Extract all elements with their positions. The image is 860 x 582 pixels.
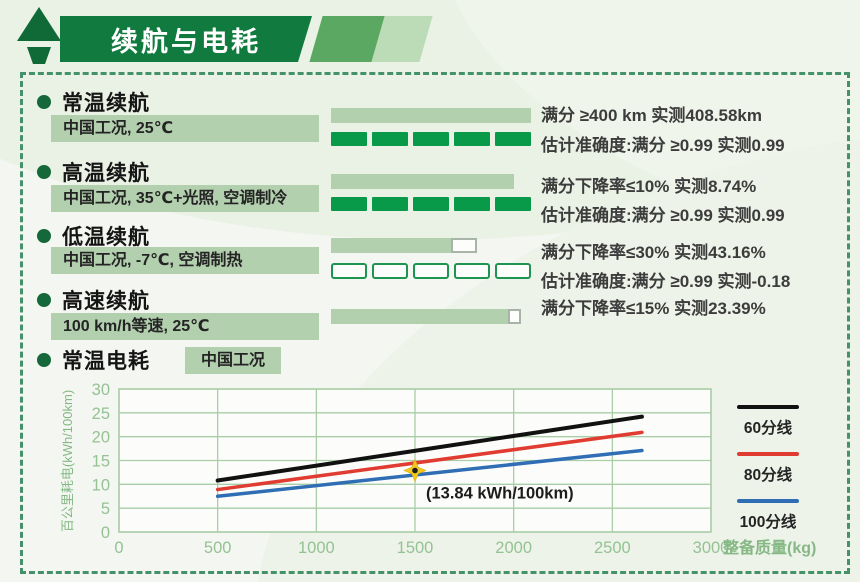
segment-block — [454, 263, 490, 279]
section-title: 低温续航 — [62, 226, 150, 249]
accuracy-segment-bar — [331, 132, 531, 146]
segment-block — [413, 197, 449, 211]
y-tick-label: 30 — [92, 381, 110, 399]
bar-fill — [331, 309, 508, 324]
segment-block — [413, 263, 449, 279]
accuracy-segment-bar — [331, 263, 531, 279]
bullet-icon — [37, 293, 51, 307]
segment-block — [331, 197, 367, 211]
segment-block — [331, 263, 367, 279]
plot-border — [118, 388, 712, 533]
x-tick-label: 500 — [204, 539, 232, 557]
page-title-banner: 续航与电耗 — [60, 16, 312, 62]
section-title: 高温续航 — [62, 162, 150, 185]
section-title: 常温电耗 — [62, 350, 150, 373]
y-tick-label: 20 — [92, 429, 110, 447]
bullet-icon — [37, 165, 51, 179]
section-condition: 中国工况, -7℃, 空调制热 — [51, 247, 319, 274]
segment-block — [372, 197, 408, 211]
x-axis-label: 整备质量(kg) — [722, 538, 816, 557]
segment-block — [372, 132, 408, 146]
segment-block — [495, 263, 531, 279]
section-condition: 中国工况, 35℃+光照, 空调制冷 — [51, 185, 319, 212]
section-title: 常温续航 — [62, 92, 150, 115]
section-highspeed-range: 高速续航 — [37, 285, 150, 315]
y-tick-label: 15 — [92, 453, 110, 471]
series-line-60分线 — [215, 414, 644, 483]
chart-canvas: 0 500 1000 1500 2000 2500 3000 0 5 10 15 20 25 30 (13.… — [60, 381, 816, 557]
series-line-80分线 — [215, 430, 644, 492]
legend-item: 80分线 — [725, 452, 811, 485]
range-score-bar — [331, 108, 531, 123]
score-text: 满分下降率≤15% 实测23.39% — [541, 299, 766, 318]
accuracy-text: 估计准确度:满分 ≥0.99 实测0.99 — [541, 206, 785, 225]
series-line-100分线 — [215, 448, 644, 498]
section-condition: 100 km/h等速, 25℃ — [51, 313, 319, 340]
bar-fill — [331, 108, 531, 123]
section-condition: 中国工况 — [185, 347, 282, 374]
legend-line-swatch — [737, 499, 799, 503]
consumption-chart: 0 500 1000 1500 2000 2500 3000 0 5 10 15 20 25 30 (13.… — [57, 371, 857, 573]
legend-line-swatch — [737, 452, 799, 456]
page-title: 续航与电耗 — [111, 26, 261, 57]
section-normal-range: 常温续航 — [37, 87, 150, 117]
accuracy-segment-bar — [331, 197, 531, 211]
section-hot-range: 高温续航 — [37, 157, 150, 187]
up-arrow-icon — [16, 6, 62, 73]
range-score-bar — [331, 174, 514, 189]
segment-block — [454, 197, 490, 211]
segment-block — [372, 263, 408, 279]
x-tick-label: 2000 — [495, 539, 532, 557]
bullet-icon — [37, 229, 51, 243]
content-panel: 常温续航 中国工况, 25℃ 满分 ≥400 km 实测408.58km 估计准… — [20, 72, 850, 574]
chart-annotation: (13.84 kWh/100km) — [426, 485, 574, 503]
y-axis-label: 百公里耗电(kWh/100km) — [60, 390, 75, 532]
bullet-icon — [37, 353, 51, 367]
y-tick-label: 0 — [101, 524, 110, 542]
header-accent-stripe — [309, 16, 385, 62]
chart-legend: 60分线 80分线 100分线 — [725, 405, 811, 546]
segment-block — [495, 132, 531, 146]
legend-label: 100分线 — [739, 514, 797, 531]
legend-item: 100分线 — [725, 499, 811, 532]
score-text: 满分下降率≤10% 实测8.74% — [541, 177, 757, 196]
segment-block — [413, 132, 449, 146]
section-title: 高速续航 — [62, 290, 150, 313]
x-tick-label: 1500 — [397, 539, 434, 557]
legend-item: 60分线 — [725, 405, 811, 438]
section-cold-range: 低温续航 — [37, 221, 150, 251]
legend-label: 80分线 — [743, 467, 793, 484]
x-tick-label: 0 — [114, 539, 123, 557]
range-score-bar — [331, 309, 521, 324]
marker-center-dot — [412, 467, 418, 474]
legend-label: 60分线 — [743, 420, 793, 437]
segment-block — [495, 197, 531, 211]
bar-fill — [331, 238, 451, 253]
score-text: 满分 ≥400 km 实测408.58km — [541, 106, 762, 125]
segment-block — [331, 132, 367, 146]
x-tick-label: 1000 — [298, 539, 335, 557]
segment-block — [454, 132, 490, 146]
y-tick-label: 25 — [92, 405, 110, 423]
bar-fill — [331, 174, 514, 189]
accuracy-text: 估计准确度:满分 ≥0.99 实测-0.18 — [541, 272, 791, 291]
bullet-icon — [37, 95, 51, 109]
section-condition: 中国工况, 25℃ — [51, 115, 319, 142]
accuracy-text: 估计准确度:满分 ≥0.99 实测0.99 — [541, 136, 785, 155]
bar-remainder — [450, 238, 477, 253]
bar-remainder — [507, 309, 521, 324]
page-header: 续航与电耗 — [0, 0, 860, 70]
section-consumption: 常温电耗 — [37, 345, 150, 375]
y-tick-label: 10 — [92, 476, 110, 494]
score-text: 满分下降率≤30% 实测43.16% — [541, 243, 766, 262]
y-tick-label: 5 — [101, 500, 110, 518]
x-tick-label: 3000 — [693, 539, 730, 557]
x-tick-label: 2500 — [594, 539, 631, 557]
legend-line-swatch — [737, 405, 799, 409]
range-score-bar — [331, 238, 477, 253]
